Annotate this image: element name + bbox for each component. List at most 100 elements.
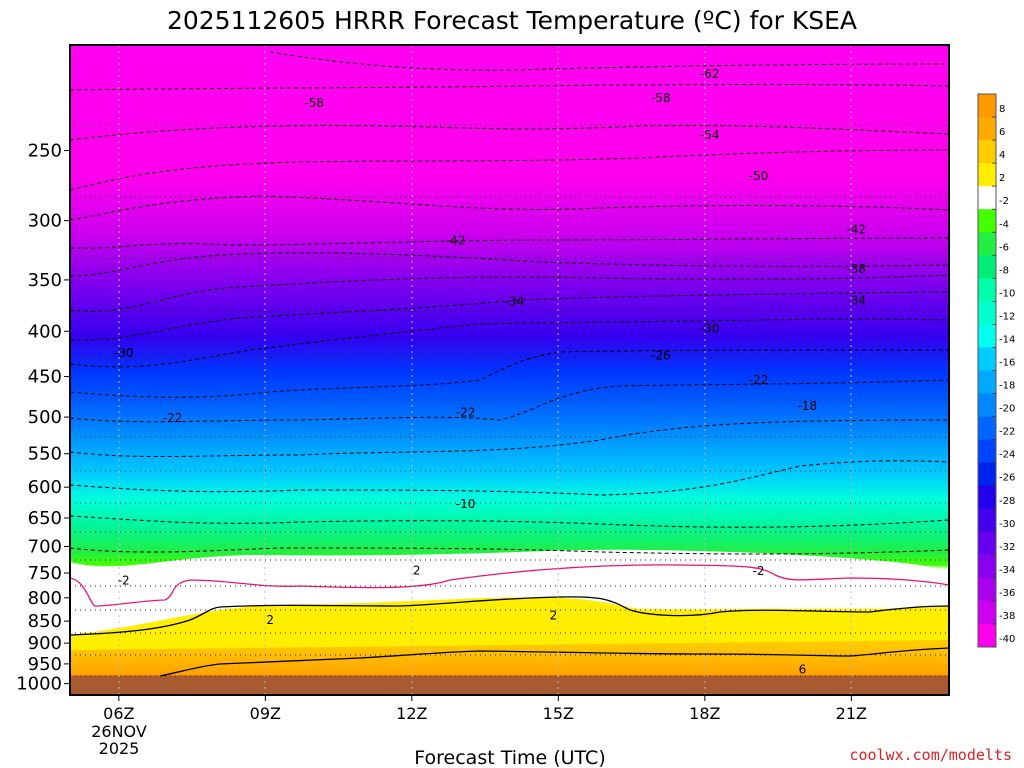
- x-date-line1: 26NOV: [91, 722, 147, 741]
- colorbar-label: 6: [999, 127, 1005, 138]
- contour-label: -22: [163, 411, 183, 425]
- colorbar-label: 4: [999, 150, 1005, 161]
- contour-label: 6: [799, 663, 807, 677]
- x-tick-label: 15Z: [543, 704, 574, 723]
- colorbar-label: -18: [999, 381, 1015, 392]
- colorbar-swatch: [978, 278, 996, 302]
- colorbar-label: -6: [999, 242, 1009, 253]
- contour-label: -42: [446, 234, 466, 248]
- warm-layer: [70, 597, 949, 650]
- contour-label: -18: [798, 399, 818, 413]
- colorbar-swatch: [978, 531, 996, 556]
- contour-label: -30: [700, 321, 720, 335]
- colorbar-label: -16: [999, 358, 1015, 369]
- y-tick-label: 1000: [16, 674, 62, 695]
- contour-label: -54: [700, 128, 720, 142]
- contour-label: -30: [114, 346, 134, 360]
- colorbar-swatch: [978, 623, 996, 648]
- y-tick-label: 500: [28, 407, 62, 428]
- colorbar-swatch: [978, 370, 996, 394]
- isotherms-solid: [70, 596, 949, 677]
- colorbar-swatch: [978, 554, 996, 579]
- colorbar-label: 2: [999, 173, 1005, 184]
- contour-label: -22: [456, 405, 476, 419]
- plot-area: -62-58 -58-54-50-42-42-38-34 -34-30-30-26-…: [70, 45, 949, 695]
- x-tick-label: 21Z: [836, 704, 867, 723]
- colorbar: 8 6 4 2 -2 -4 -6 -8 -10 -12 -14 -16 -18 -20 -22 -24 -26 -…: [977, 93, 1015, 648]
- y-tick-label: 850: [28, 611, 62, 632]
- x-date-line2: 2025: [99, 739, 140, 758]
- colorbar-swatch: [978, 140, 996, 164]
- contour-label: -2: [753, 564, 765, 578]
- contour-label: 2: [413, 563, 421, 577]
- contour-label: -26: [651, 348, 671, 362]
- colorbar-swatch: [978, 485, 996, 510]
- x-axis: 06Z 09Z 12Z 15Z 18Z 21Z: [103, 695, 867, 723]
- colorbar-label: -38: [999, 611, 1015, 622]
- grid-vertical: [118, 45, 852, 695]
- contour-label: 2: [550, 609, 558, 623]
- y-tick-label: 600: [28, 477, 62, 498]
- colorbar-label: -22: [999, 427, 1015, 438]
- contour-labels: -62-58 -58-54-50-42-42-38-34 -34-30-30-26-…: [114, 67, 866, 676]
- freezing-band: [70, 549, 949, 635]
- colorbar-label: -2: [999, 196, 1009, 207]
- contour-label: 2: [266, 613, 274, 627]
- colorbar-swatch: [978, 94, 996, 118]
- contour-label: -50: [749, 169, 769, 183]
- y-tick-label: 300: [28, 211, 62, 232]
- colorbar-swatch: [978, 439, 996, 464]
- colorbar-swatch: [978, 117, 996, 141]
- contour-label: -58: [651, 91, 671, 105]
- colorbar-swatch: [978, 416, 996, 441]
- contour-label: -34: [846, 293, 866, 307]
- y-tick-label: 800: [28, 588, 62, 609]
- colorbar-label: -34: [999, 565, 1015, 576]
- isotherm-magenta: [70, 564, 949, 607]
- colorbar-swatch: [978, 508, 996, 533]
- x-tick-label: 12Z: [396, 704, 427, 723]
- colorbar-label: -20: [999, 404, 1015, 415]
- colorbar-label: 8: [999, 104, 1005, 115]
- contour-label: -62: [700, 67, 720, 81]
- x-tick-label: 06Z: [103, 704, 134, 723]
- colorbar-swatch: [978, 393, 996, 417]
- plot-frame: [69, 44, 950, 696]
- contour-label: -2: [118, 574, 130, 588]
- y-tick-label: 700: [28, 536, 62, 557]
- colorbar-label: -28: [999, 496, 1015, 507]
- colorbar-label: -10: [999, 288, 1015, 299]
- chart-title: 2025112605 HRRR Forecast Temperature (ºC…: [167, 6, 857, 35]
- colorbar-swatch: [978, 163, 996, 187]
- surface-layer: [70, 678, 949, 695]
- colorbar-swatch: [978, 186, 996, 210]
- y-tick-label: 750: [28, 563, 62, 584]
- isotherms-dashed: [70, 51, 949, 555]
- colorbar-label: -14: [999, 334, 1015, 345]
- colorbar-label: -4: [999, 219, 1009, 230]
- colorbar-label: -32: [999, 542, 1015, 553]
- colorbar-swatch: [978, 347, 996, 371]
- y-tick-label: 450: [28, 367, 62, 388]
- contour-label: -10: [456, 497, 476, 511]
- colorbar-swatch: [978, 301, 996, 325]
- contour-label: -22: [749, 373, 769, 387]
- colorbar-swatch: [978, 324, 996, 348]
- y-tick-label: 550: [28, 444, 62, 465]
- colorbar-label: -12: [999, 311, 1015, 322]
- y-tick-label: 900: [28, 633, 62, 654]
- x-tick-label: 09Z: [250, 704, 281, 723]
- x-axis-label: Forecast Time (UTC): [414, 747, 605, 768]
- colorbar-swatch: [978, 462, 996, 487]
- colorbar-label: -40: [999, 634, 1015, 645]
- colorbar-swatch: [978, 232, 996, 256]
- contour-label: -38: [846, 262, 866, 276]
- y-tick-label: 350: [28, 270, 62, 291]
- colorbar-label: -30: [999, 519, 1015, 530]
- colorbar-label: -8: [999, 265, 1009, 276]
- y-tick-label: 650: [28, 508, 62, 529]
- colorbar-swatch: [978, 600, 996, 625]
- y-tick-label: 950: [28, 654, 62, 675]
- contour-label: -42: [846, 223, 866, 237]
